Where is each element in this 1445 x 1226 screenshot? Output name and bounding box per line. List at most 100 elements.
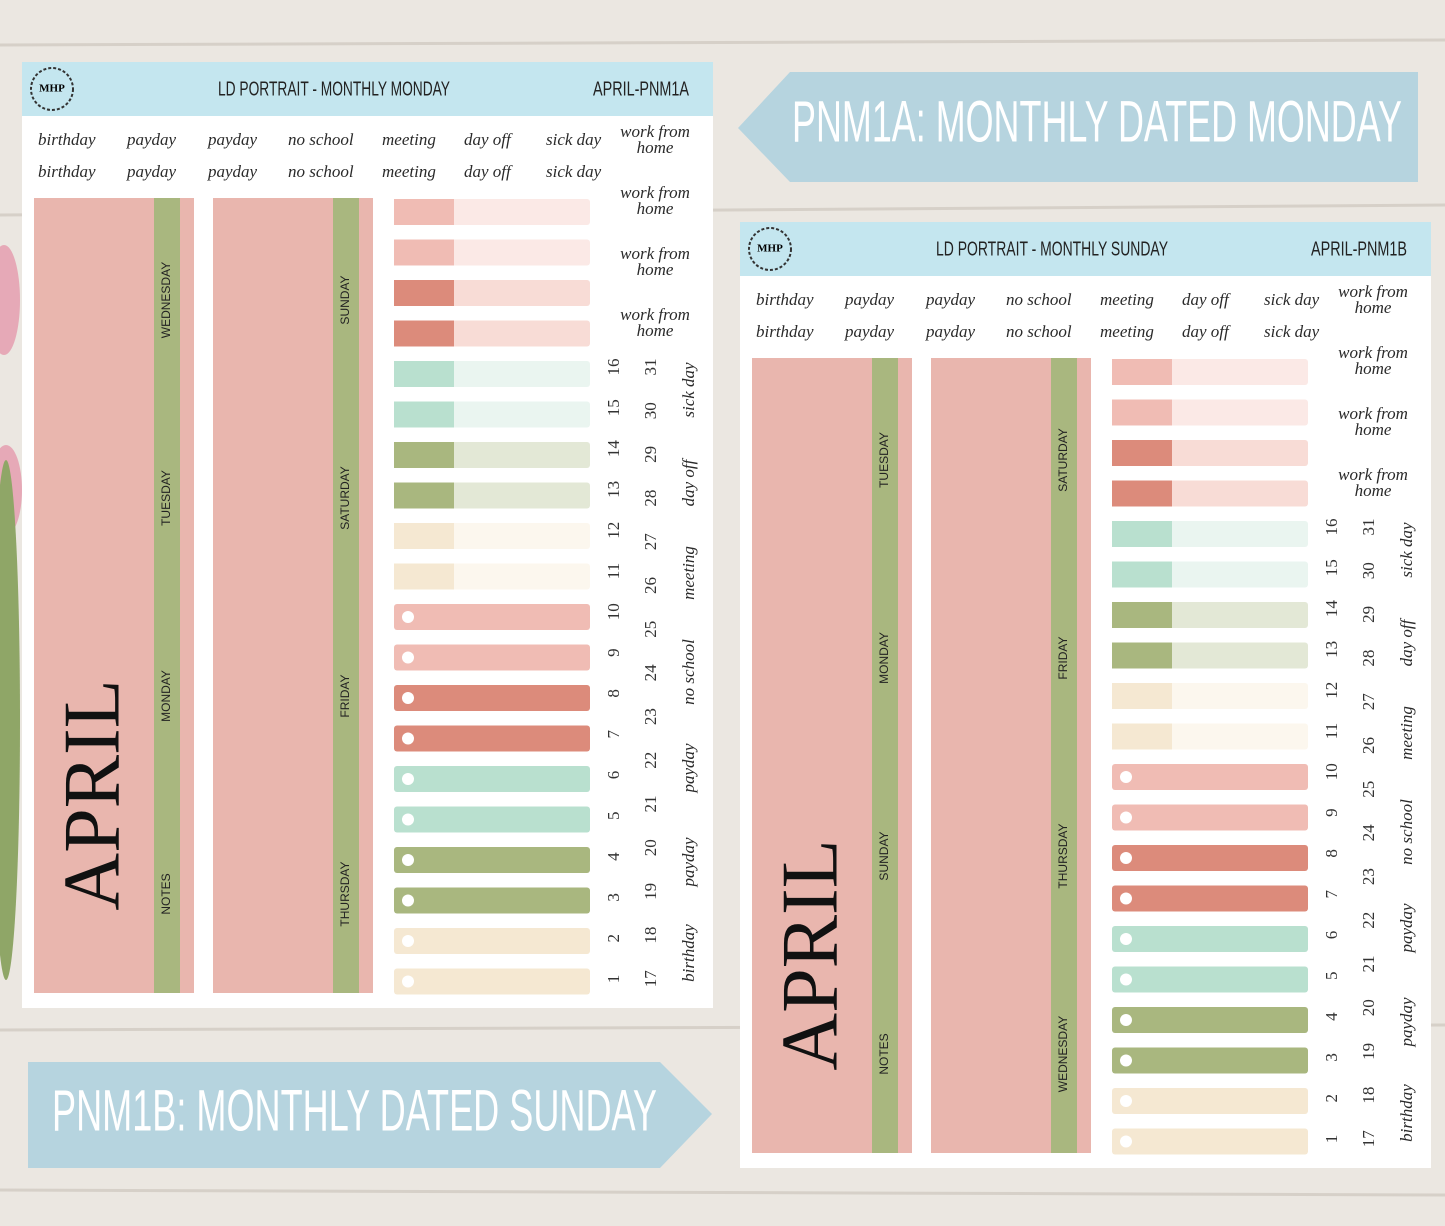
label-sticker: meeting <box>1100 290 1154 309</box>
date-number: 6 <box>604 771 623 780</box>
wfh-sticker: work from home <box>1338 467 1408 499</box>
date-number: 12 <box>1322 682 1341 699</box>
label-sticker: meeting <box>1100 322 1154 341</box>
date-number: 6 <box>1322 931 1341 940</box>
wfh-sticker: work from home <box>1338 345 1408 377</box>
date-number: 2 <box>1322 1094 1341 1103</box>
date-number: 4 <box>604 852 623 861</box>
date-number: 28 <box>641 490 660 507</box>
date-number: 27 <box>1359 693 1378 711</box>
day-label: WEDNESDAY <box>1056 1016 1070 1092</box>
side-label: sick day <box>679 362 698 418</box>
day-label: SUNDAY <box>877 831 891 880</box>
strip-tab <box>1112 399 1172 426</box>
date-number: 3 <box>1322 1053 1341 1062</box>
date-number: 24 <box>641 664 660 682</box>
date-number: 11 <box>604 563 623 579</box>
label-sticker: day off <box>1182 322 1231 341</box>
wfh-sticker: work from home <box>620 246 690 278</box>
date-number: 23 <box>1359 868 1378 885</box>
strip-solid <box>394 928 590 954</box>
strip-tab <box>1112 683 1172 709</box>
date-number: 25 <box>641 621 660 638</box>
strip-solid <box>1112 804 1308 831</box>
wfh-sticker: work from home <box>1338 284 1408 316</box>
day-label: SUNDAY <box>338 275 352 324</box>
strip-dot <box>402 813 414 826</box>
strip-solid <box>1112 885 1308 912</box>
date-number: 2 <box>604 934 623 943</box>
strip-dot <box>402 692 414 704</box>
strip-solid <box>1112 1007 1308 1033</box>
date-number: 21 <box>641 796 660 813</box>
strip-dot <box>402 935 414 947</box>
logo: MHP <box>39 83 65 95</box>
date-number: 12 <box>604 522 623 539</box>
label-sticker: no school <box>288 130 354 149</box>
side-label: payday <box>679 743 698 794</box>
date-number: 24 <box>1359 824 1378 842</box>
strip-solid <box>394 847 590 873</box>
date-number: 10 <box>1322 763 1341 780</box>
side-label: birthday <box>679 924 698 982</box>
date-number: 30 <box>1359 562 1378 579</box>
wfh-sticker: work from home <box>1338 406 1408 438</box>
strip-tab <box>394 199 454 225</box>
date-number: 31 <box>1359 519 1378 536</box>
side-label: payday <box>1397 903 1416 954</box>
label-sticker: no school <box>1006 290 1072 309</box>
strip-solid <box>394 644 590 671</box>
label-sticker: sick day <box>546 162 602 181</box>
strip-tab <box>394 239 454 266</box>
date-number: 29 <box>641 446 660 463</box>
strip-solid <box>1112 845 1308 871</box>
side-label: meeting <box>1397 706 1416 760</box>
label-sticker: day off <box>464 130 513 149</box>
side-label: no school <box>1397 799 1416 865</box>
label-sticker: day off <box>464 162 513 181</box>
day-label: FRIDAY <box>338 674 352 717</box>
label-sticker: sick day <box>1264 322 1320 341</box>
date-number: 8 <box>604 689 623 698</box>
strip-dot <box>402 732 414 745</box>
day-label: THURSDAY <box>1056 823 1070 888</box>
label-sticker: payday <box>925 290 976 309</box>
strip-dot <box>1120 1014 1132 1026</box>
flower <box>0 245 22 980</box>
strip-tab <box>394 320 454 347</box>
strip-solid <box>1112 966 1308 993</box>
date-number: 22 <box>641 752 660 769</box>
strip-tab <box>1112 561 1172 588</box>
label-sticker: birthday <box>756 322 814 341</box>
sticker-sheet: MHP LD PORTRAIT - MONTHLY MONDAY APRIL-PNM… <box>22 62 713 1008</box>
side-label: payday <box>679 837 698 888</box>
side-label: payday <box>1397 997 1416 1048</box>
strip-dot <box>402 651 414 664</box>
strip-tab <box>394 442 454 468</box>
strip-dot <box>402 773 414 785</box>
date-number: 27 <box>641 533 660 551</box>
date-number: 13 <box>1322 641 1341 658</box>
date-number: 16 <box>1322 519 1341 536</box>
day-stripe <box>154 198 180 993</box>
date-number: 8 <box>1322 849 1341 858</box>
date-number: 9 <box>1322 808 1341 817</box>
date-number: 3 <box>604 893 623 902</box>
strip-solid <box>394 806 590 833</box>
wfh-sticker: work from home <box>620 185 690 217</box>
date-number: 31 <box>641 359 660 376</box>
date-number: 5 <box>1322 972 1341 981</box>
label-sticker: no school <box>288 162 354 181</box>
date-number: 26 <box>1359 737 1378 754</box>
day-label: SATURDAY <box>1056 428 1070 492</box>
date-number: 26 <box>641 577 660 594</box>
day-label: WEDNESDAY <box>159 262 173 338</box>
day-label: SATURDAY <box>338 466 352 530</box>
side-label: birthday <box>1397 1084 1416 1142</box>
date-number: 9 <box>604 648 623 657</box>
strip-dot <box>1120 771 1132 783</box>
day-stripe <box>872 358 898 1153</box>
strip-tab <box>1112 723 1172 750</box>
banner-text: PNM1A: MONTHLY DATED MONDAY <box>792 89 1402 154</box>
sheet-title: LD PORTRAIT - MONTHLY MONDAY <box>218 78 450 100</box>
